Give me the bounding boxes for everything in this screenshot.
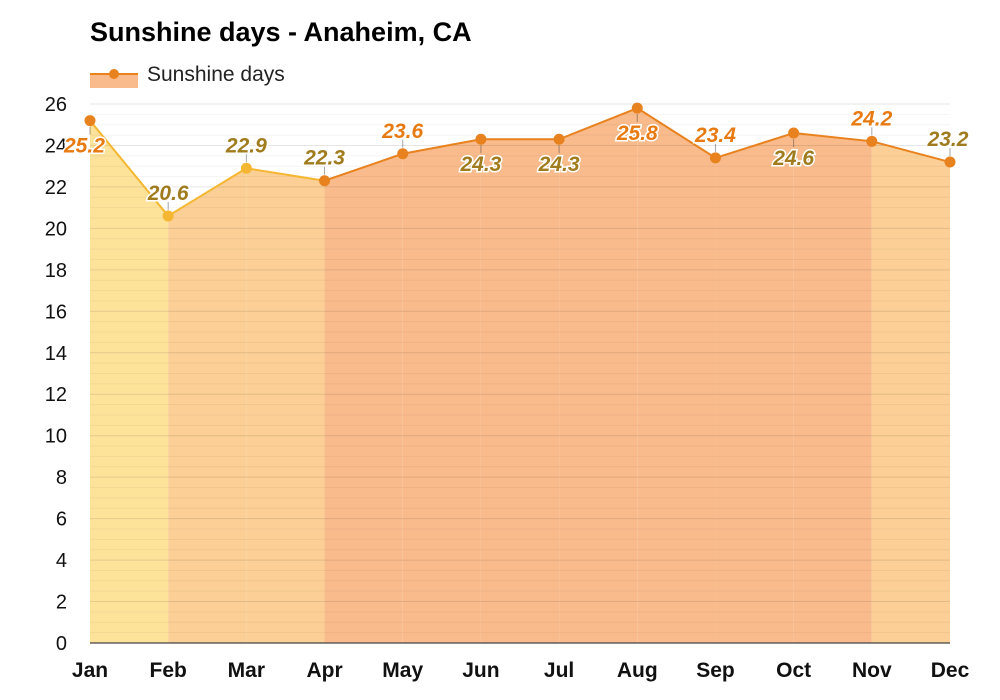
line-segment-nov	[871, 140, 951, 164]
line-segment-feb	[167, 167, 247, 217]
area-segment-aug	[637, 108, 716, 643]
y-tick-label: 16	[45, 301, 67, 323]
x-tick-label-may: May	[382, 659, 423, 682]
x-tick-label-feb: Feb	[150, 659, 187, 682]
data-label-jun: 24.3	[459, 153, 501, 176]
line-segment-jan	[89, 119, 169, 217]
area-segment-oct	[793, 133, 872, 643]
x-tick-label-mar: Mar	[228, 659, 265, 682]
data-label-apr: 22.3	[303, 147, 345, 170]
legend-swatch-area	[90, 74, 138, 88]
line-segment-may	[402, 138, 482, 155]
data-label-jul: 24.3	[538, 153, 580, 176]
area-segment-nov	[871, 141, 950, 644]
x-tick-label-jan: Jan	[72, 659, 108, 682]
y-tick-label: 10	[45, 426, 67, 448]
area-segment-feb	[168, 168, 247, 643]
series-line	[84, 102, 956, 222]
data-point-jan	[84, 115, 96, 127]
data-point-oct	[788, 127, 800, 139]
line-segment-apr	[324, 152, 404, 182]
area-segment-sep	[715, 133, 794, 643]
data-point-mar	[240, 162, 252, 174]
legend-swatch-marker	[109, 69, 119, 79]
data-label-nov: 24.2	[850, 107, 892, 130]
data-point-may	[397, 148, 409, 160]
data-point-sep	[709, 152, 721, 164]
line-segment-sep	[715, 132, 794, 159]
data-point-jul	[553, 133, 565, 145]
y-tick-label: 4	[56, 550, 67, 572]
data-label-feb: 20.6	[147, 182, 189, 205]
y-tick-label: 18	[45, 260, 67, 282]
x-tick-label-sep: Sep	[696, 659, 735, 682]
x-tick-label-dec: Dec	[931, 659, 970, 682]
x-tick-label-jun: Jun	[462, 659, 499, 682]
y-tick-label: 20	[45, 218, 67, 240]
month-fills	[90, 108, 950, 644]
y-tick-label: 0	[56, 633, 67, 655]
legend: Sunshine days	[90, 63, 285, 88]
data-label-aug: 25.8	[616, 122, 658, 145]
data-point-apr	[319, 175, 331, 187]
data-point-dec	[944, 156, 956, 168]
area-segment-jun	[480, 139, 560, 643]
line-segment-oct	[793, 132, 872, 143]
data-point-nov	[866, 135, 878, 147]
data-label-mar: 22.9	[225, 134, 267, 157]
y-tick-label: 26	[45, 94, 67, 116]
data-label-may: 23.6	[381, 120, 423, 143]
data-point-jun	[475, 133, 487, 145]
area-segment-apr	[324, 153, 403, 643]
y-tick-label: 2	[56, 592, 67, 614]
x-axis-ticks: Jan Feb Mar Apr May Jun Jul Aug Sep Oct Nov Dec	[72, 659, 970, 682]
legend-label: Sunshine days	[147, 63, 285, 86]
data-point-aug	[631, 102, 643, 114]
data-labels: 25.2 20.6 22.9 22.3 23.6 24.3 24.3 25.8 23.4 24.6…	[62, 106, 970, 210]
x-tick-label-apr: Apr	[306, 659, 342, 682]
y-tick-label: 22	[45, 177, 67, 199]
x-tick-label-aug: Aug	[617, 659, 658, 682]
line-segment-mar	[246, 167, 325, 182]
area-segment-jul	[559, 108, 638, 643]
area-segment-mar	[246, 168, 325, 643]
data-label-oct: 24.6	[772, 147, 814, 170]
x-tick-label-jul: Jul	[544, 659, 574, 682]
line-segment-aug	[636, 107, 716, 159]
y-tick-label: 12	[45, 384, 67, 406]
data-point-feb	[162, 210, 174, 222]
y-tick-label: 8	[56, 467, 67, 489]
area-segment-may	[402, 139, 481, 643]
chart-title: Sunshine days - Anaheim, CA	[90, 17, 472, 47]
y-tick-label: 14	[45, 343, 67, 365]
line-segment-jul	[558, 107, 638, 141]
data-label-sep: 23.4	[694, 124, 736, 147]
data-label-dec: 23.2	[927, 128, 969, 151]
grid-lines	[90, 103, 950, 644]
x-tick-label-oct: Oct	[776, 659, 811, 682]
data-label-jan: 25.2	[63, 135, 105, 158]
y-tick-label: 24	[45, 135, 67, 157]
y-tick-label: 6	[56, 509, 67, 531]
x-tick-label-nov: Nov	[852, 659, 892, 682]
area-segment-jan	[90, 120, 169, 644]
